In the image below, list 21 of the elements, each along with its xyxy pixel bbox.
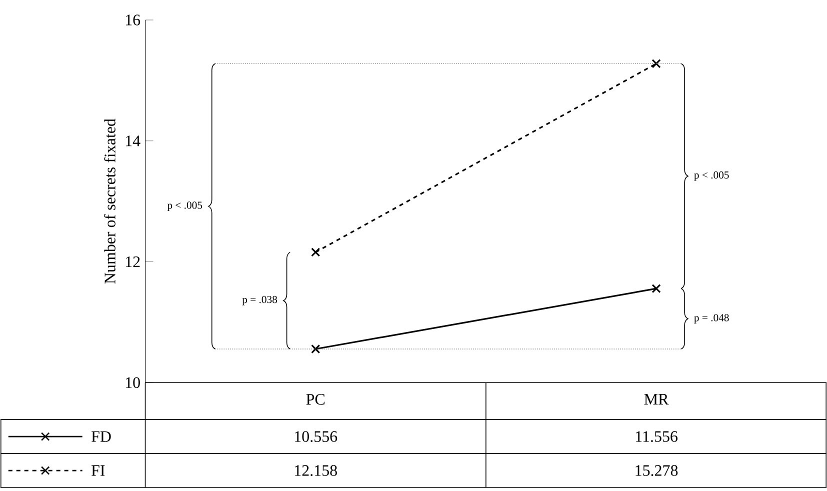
x-tick-label: MR bbox=[644, 394, 669, 405]
y-tick-label: 16 bbox=[126, 14, 140, 26]
y-tick-label: 10 bbox=[126, 377, 140, 388]
point bbox=[311, 248, 320, 257]
data-label: 15.278 bbox=[636, 465, 678, 476]
y-tick-label: 12 bbox=[126, 256, 140, 268]
y-axis-title: Number of secrets fixated bbox=[104, 118, 116, 284]
text: p = .048 bbox=[694, 314, 729, 324]
legend-label: FD bbox=[91, 432, 111, 442]
x-tick-label: PC bbox=[306, 394, 324, 405]
point bbox=[652, 59, 661, 68]
point bbox=[652, 284, 661, 294]
text: p < .005 bbox=[694, 172, 729, 182]
text: p < .005 bbox=[167, 202, 202, 212]
legend-label: FI bbox=[91, 466, 105, 476]
data-label: 10.556 bbox=[295, 431, 338, 442]
data-label: 12.158 bbox=[295, 465, 337, 476]
point bbox=[311, 344, 320, 354]
data-label: 11.556 bbox=[636, 431, 678, 442]
y-tick-label: 14 bbox=[126, 136, 140, 146]
annotation: p = .038 bbox=[242, 296, 278, 306]
